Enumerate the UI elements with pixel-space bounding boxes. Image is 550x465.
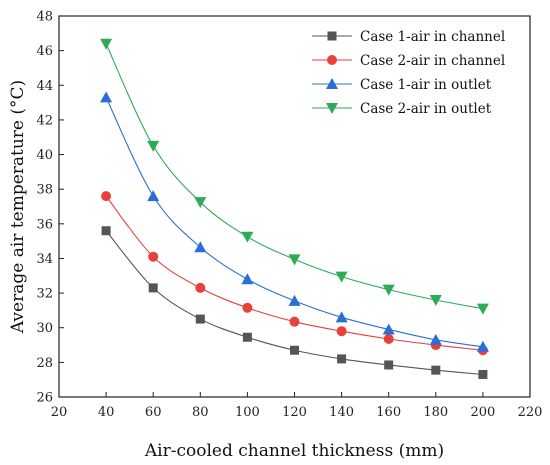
- legend-marker: [327, 31, 337, 41]
- plot-frame: [58, 15, 531, 398]
- data-point: [148, 251, 159, 262]
- data-point: [195, 314, 205, 324]
- y-axis-title: Average air temperature (°C): [8, 80, 28, 334]
- x-tick-label: 80: [192, 405, 209, 420]
- y-tick-label: 34: [36, 252, 53, 267]
- data-point: [100, 91, 113, 103]
- x-tick-label: 60: [145, 405, 162, 420]
- y-tick-label: 26: [36, 391, 53, 406]
- x-tick-label: 100: [235, 405, 260, 420]
- legend-marker: [326, 103, 338, 114]
- series-line: [105, 97, 483, 348]
- y-tick-label: 46: [36, 44, 53, 59]
- legend-marker: [326, 78, 338, 89]
- data-point: [100, 38, 113, 50]
- y-tick-label: 32: [36, 287, 53, 302]
- x-axis-title: Air-cooled channel thickness (mm): [144, 441, 444, 461]
- legend-entry-3: Case 1-air in outlet: [312, 77, 492, 93]
- y-tick-label: 38: [36, 183, 53, 198]
- data-point: [148, 283, 158, 293]
- data-point: [383, 333, 394, 344]
- data-point: [195, 282, 206, 293]
- data-point: [382, 323, 395, 335]
- series-line: [105, 195, 483, 351]
- series-3: [100, 91, 489, 352]
- data-point: [147, 140, 160, 152]
- data-point: [241, 273, 254, 285]
- y-tick-label: 28: [36, 356, 53, 371]
- legend-label: Case 1-air in channel: [360, 29, 505, 45]
- data-point: [384, 360, 394, 370]
- data-point: [336, 326, 347, 337]
- series-4: [100, 38, 489, 315]
- data-point: [429, 333, 442, 345]
- data-point: [242, 332, 252, 342]
- legend-label: Case 2-air in outlet: [360, 101, 492, 117]
- data-point: [194, 241, 207, 253]
- data-point: [101, 191, 112, 202]
- y-tick-label: 44: [36, 79, 53, 94]
- series-layer: [100, 38, 489, 379]
- data-point: [337, 354, 347, 364]
- legend: Case 1-air in channel Case 2-air in chann…: [312, 29, 505, 117]
- data-point: [335, 271, 348, 283]
- x-tick-label: 20: [51, 405, 68, 420]
- x-tick-label: 140: [329, 405, 354, 420]
- legend-marker: [327, 55, 337, 65]
- series-2: [101, 191, 488, 356]
- data-point: [335, 311, 348, 323]
- data-point: [290, 345, 299, 355]
- series-1: [101, 226, 488, 379]
- data-point: [241, 231, 254, 243]
- legend-label: Case 1-air in outlet: [360, 77, 492, 93]
- data-point: [147, 190, 160, 202]
- x-tick-label: 160: [376, 405, 401, 420]
- data-point: [288, 294, 301, 306]
- y-tick-label: 36: [36, 217, 53, 232]
- x-tick-label: 200: [470, 405, 495, 420]
- y-tick-label: 48: [36, 10, 53, 25]
- data-point: [429, 295, 442, 307]
- y-tick-label: 30: [36, 321, 53, 336]
- data-point: [194, 197, 207, 209]
- data-point: [476, 340, 489, 352]
- data-point: [476, 303, 489, 315]
- data-point: [289, 316, 300, 327]
- legend-entry-4: Case 2-air in outlet: [312, 101, 492, 117]
- axis-ticks: 20 40 60 80 100 120 140 160 180 200 220 26 28 30 32 34 3…: [36, 10, 542, 421]
- legend-entry-2: Case 2-air in channel: [312, 53, 505, 69]
- legend-entry-1: Case 1-air in channel: [312, 29, 505, 45]
- legend-label: Case 2-air in channel: [360, 53, 505, 69]
- y-tick-label: 42: [36, 113, 53, 128]
- data-point: [242, 302, 253, 313]
- y-tick-label: 40: [36, 148, 53, 163]
- x-tick-label: 220: [518, 405, 543, 420]
- x-tick-label: 120: [282, 405, 307, 420]
- data-point: [431, 365, 441, 375]
- data-point: [478, 369, 488, 379]
- data-point: [101, 226, 111, 236]
- x-tick-label: 40: [98, 405, 115, 420]
- data-point: [382, 284, 395, 296]
- data-point: [288, 254, 301, 266]
- x-tick-label: 180: [423, 405, 448, 420]
